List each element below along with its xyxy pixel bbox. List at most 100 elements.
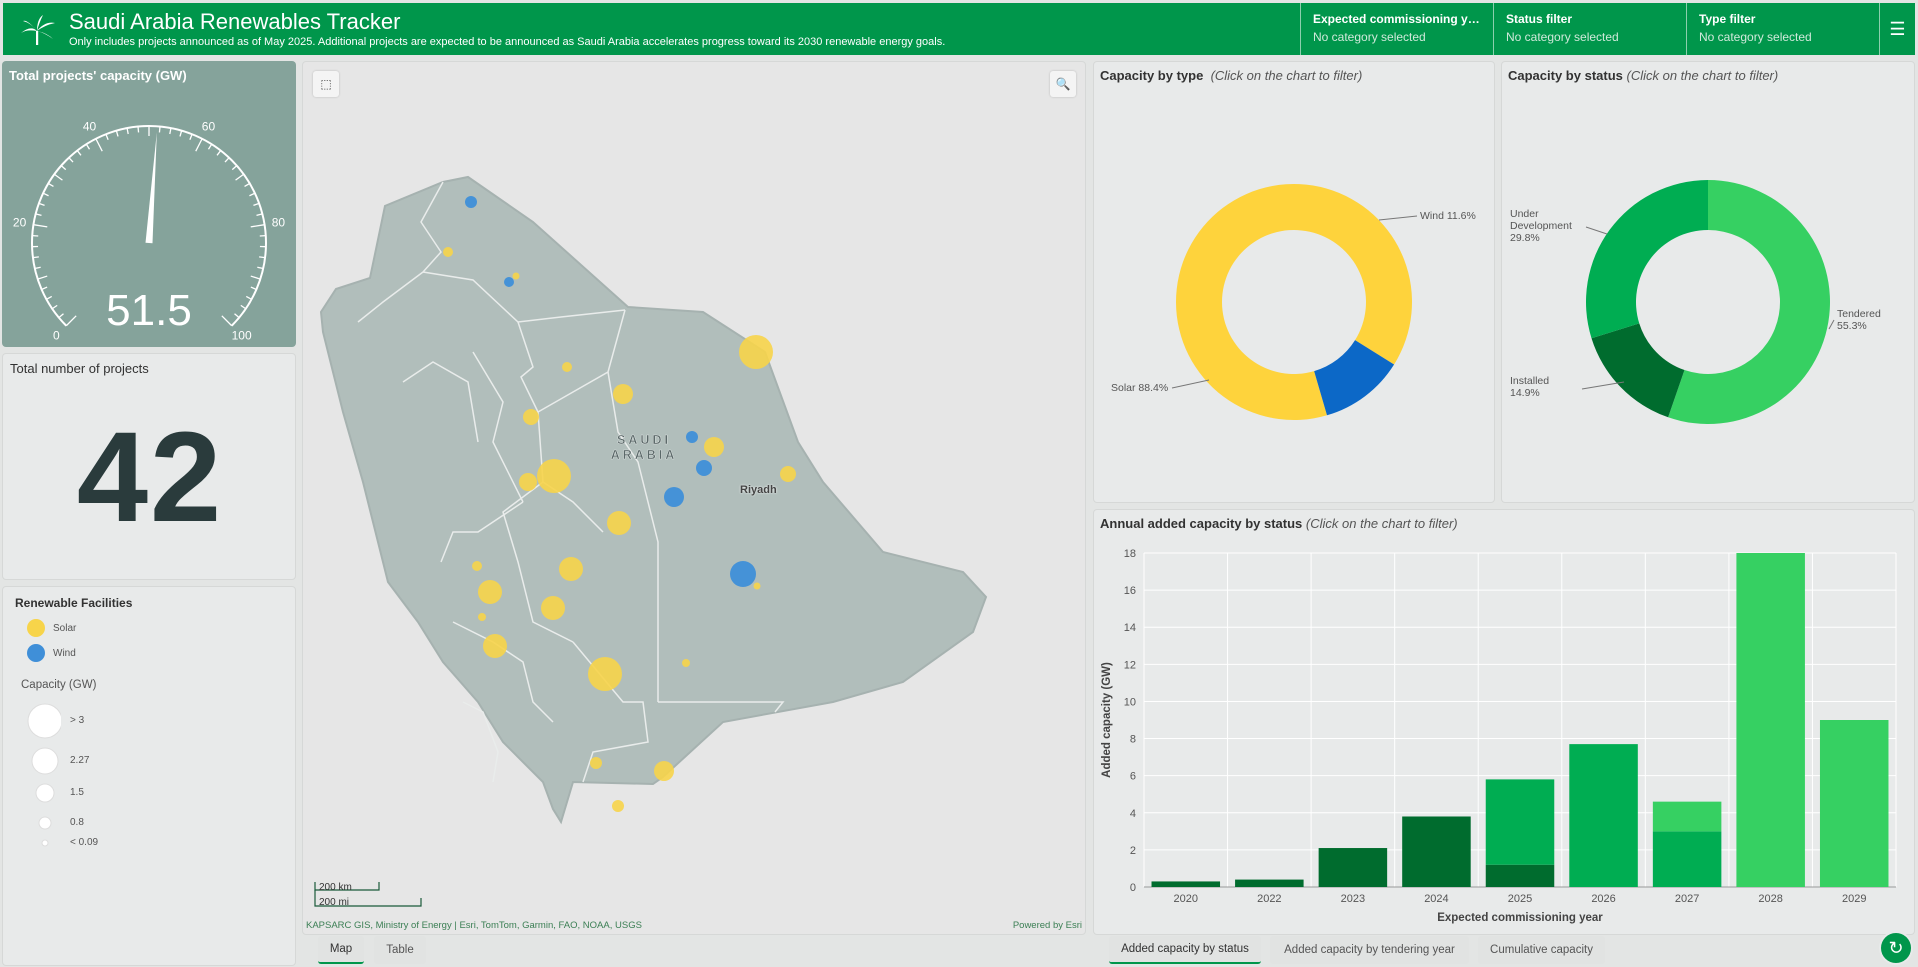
wind-slice-label: Wind 11.6% xyxy=(1420,210,1476,222)
status-donut-chart[interactable] xyxy=(1502,62,1916,504)
installed-leader-line xyxy=(1581,381,1625,390)
donut-slice-solar[interactable] xyxy=(1176,184,1412,421)
filter-label: Expected commissioning yea... xyxy=(1313,12,1481,26)
commissioning-year-filter[interactable]: Expected commissioning yea... No categor… xyxy=(1300,3,1493,55)
gauge-tick xyxy=(137,126,140,133)
bar-tendered-2027[interactable] xyxy=(1652,801,1722,832)
annual-capacity-bar-chart[interactable]: 0 2 4 6 8 10 12 14 16 18 2020 2022 2023 2024 2025 2026 2… xyxy=(1094,510,1916,936)
gauge-tick xyxy=(235,173,245,181)
y-tick-label: 2 xyxy=(1130,845,1136,857)
legend-capacity-title: Capacity (GW) xyxy=(21,679,97,691)
saudi-map[interactable] xyxy=(303,62,1087,936)
gauge-needle xyxy=(145,132,157,244)
status-chart-title: Capacity by status (Click on the chart t… xyxy=(1508,68,1778,83)
bar-installed-2024[interactable] xyxy=(1402,816,1471,887)
bar-under-development-2027[interactable] xyxy=(1652,831,1722,887)
scale-mi-label: 200 mi xyxy=(319,897,350,908)
gauge-tick xyxy=(259,256,266,259)
y-tick-label: 14 xyxy=(1124,622,1136,634)
powered-by-esri[interactable]: Powered by Esri xyxy=(1012,920,1082,931)
filter-value: No category selected xyxy=(1313,30,1426,44)
tab-cumulative-capacity[interactable]: Cumulative capacity xyxy=(1478,936,1605,964)
solar-slice-label: Solar 88.4% xyxy=(1111,382,1169,394)
select-tool-icon[interactable]: ⬚ xyxy=(313,71,339,97)
country-line-1: SAUDI xyxy=(617,433,671,447)
bar-tendered-2029[interactable] xyxy=(1819,720,1889,887)
solar-swatch-icon xyxy=(27,619,45,637)
legend-title: Renewable Facilities xyxy=(15,596,133,610)
tab-map[interactable]: Map xyxy=(318,936,364,964)
refresh-icon[interactable]: ↻ xyxy=(1879,931,1913,965)
gauge-tick xyxy=(35,213,42,217)
gauge-tick xyxy=(158,126,161,133)
status-title-text: Capacity by status xyxy=(1508,68,1623,83)
gauge-tick xyxy=(126,127,129,135)
type-hint-text: (Click on the chart to filter) xyxy=(1210,68,1363,83)
y-tick-label: 8 xyxy=(1130,734,1136,746)
legend-solar: Solar xyxy=(27,619,76,637)
filter-value: No category selected xyxy=(1699,30,1812,44)
donut-slice-under-development[interactable] xyxy=(1586,180,1708,339)
under-dev-leader-line xyxy=(1585,226,1608,235)
bar-tendered-2028[interactable] xyxy=(1736,553,1805,887)
tendered-leader-line xyxy=(1828,319,1835,330)
gauge-tick xyxy=(250,275,261,280)
gauge-tick xyxy=(60,165,67,171)
bar-title-text: Annual added capacity by status xyxy=(1100,516,1303,531)
status-hint-text: (Click on the chart to filter) xyxy=(1626,68,1779,83)
gauge-tick xyxy=(253,202,260,207)
bar-under-development-2026[interactable] xyxy=(1569,744,1638,887)
tab-table[interactable]: Table xyxy=(374,936,426,964)
type-donut-chart[interactable] xyxy=(1094,62,1496,504)
wind-swatch-icon xyxy=(27,644,45,662)
gauge-tick xyxy=(179,130,183,137)
bar-installed-2023[interactable] xyxy=(1318,848,1388,887)
bar-installed-2025[interactable] xyxy=(1485,864,1555,887)
gauge-tick xyxy=(32,256,39,259)
donut-slice-wind[interactable] xyxy=(1314,340,1395,416)
bar-installed-2022[interactable] xyxy=(1235,879,1304,887)
x-tick-label: 2029 xyxy=(1842,893,1866,905)
x-tick-label: 2028 xyxy=(1758,893,1782,905)
facility-markers xyxy=(443,196,796,812)
region-borders xyxy=(357,181,785,783)
hamburger-menu-icon[interactable]: ☰ xyxy=(1879,3,1915,55)
gauge-tick xyxy=(115,130,119,137)
filter-value: No category selected xyxy=(1506,30,1619,44)
legend-wind: Wind xyxy=(27,644,76,662)
gauge-tick xyxy=(38,202,45,207)
gauge-tick-label: 80 xyxy=(272,216,286,230)
type-filter[interactable]: Type filter No category selected xyxy=(1686,3,1879,55)
gauge-tick xyxy=(189,133,193,141)
donut-slice-installed[interactable] xyxy=(1591,323,1685,418)
map-view[interactable]: SAUDI ARABIA Riyadh ⬚ 🔍 200 km 200 mi KA… xyxy=(302,61,1086,935)
y-tick-label: 6 xyxy=(1130,771,1136,783)
y-axis-title: Added capacity (GW) xyxy=(1101,662,1113,778)
size-label: 2.27 xyxy=(70,755,90,766)
tendered-pct: 55.3% xyxy=(1837,320,1867,332)
status-filter[interactable]: Status filter No category selected xyxy=(1493,3,1686,55)
map-attribution[interactable]: KAPSARC GIS, Ministry of Energy | Esri, … xyxy=(306,920,642,931)
wind-leader-line xyxy=(1378,215,1418,221)
gauge-tick xyxy=(245,295,252,300)
installed-slice-label: Installed 14.9% xyxy=(1510,375,1549,399)
project-count-value: 42 xyxy=(76,406,224,549)
tab-added-capacity-by-status[interactable]: Added capacity by status xyxy=(1109,936,1261,964)
search-icon[interactable]: 🔍 xyxy=(1050,71,1076,97)
gauge-tick xyxy=(33,224,48,228)
gauge-tick-label: 0 xyxy=(53,329,60,343)
bar-installed-2020[interactable] xyxy=(1151,881,1221,887)
y-tick-label: 16 xyxy=(1124,585,1136,597)
gauge-tick xyxy=(240,304,247,310)
bar-under-development-2025[interactable] xyxy=(1485,779,1555,865)
size-label: 1.5 xyxy=(70,787,84,798)
tab-added-capacity-by-tendering-year[interactable]: Added capacity by tendering year xyxy=(1270,936,1469,964)
gauge-tick-label: 100 xyxy=(232,329,252,343)
scale-km-label: 200 km xyxy=(319,882,352,893)
gauge-tick-label: 40 xyxy=(83,119,97,133)
gauge-tick xyxy=(34,266,41,270)
donut-slice-tendered[interactable] xyxy=(1668,180,1830,424)
gauge-tick xyxy=(216,150,222,156)
app-title: Saudi Arabia Renewables Tracker xyxy=(69,9,401,34)
